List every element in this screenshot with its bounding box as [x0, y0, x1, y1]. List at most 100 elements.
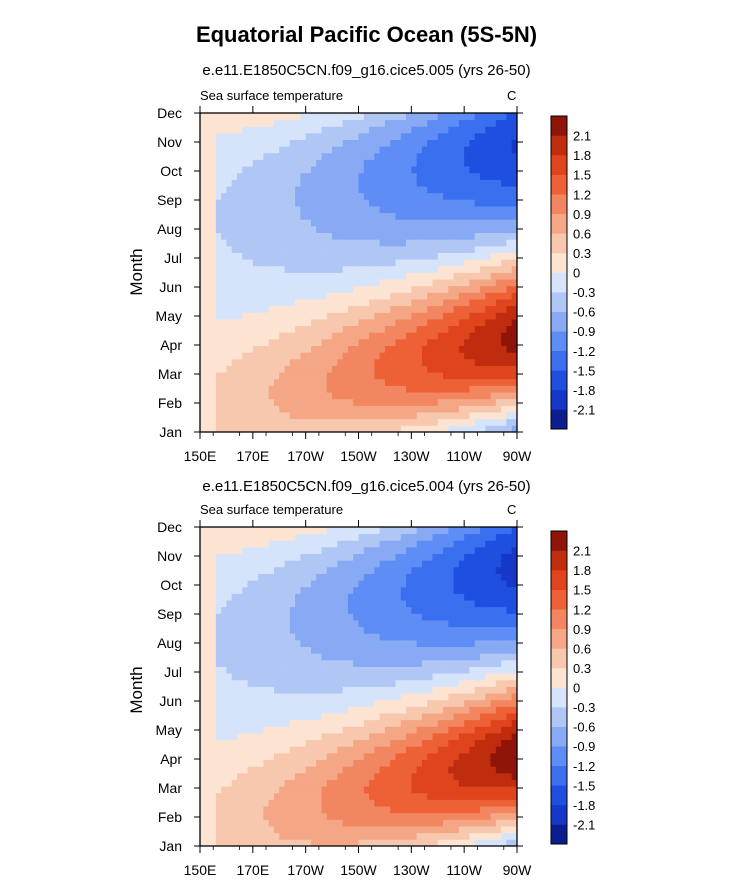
heat-cell: [310, 792, 317, 800]
heat-cell: [432, 292, 439, 300]
heat-cell: [210, 206, 217, 214]
heat-cell: [326, 719, 333, 727]
heat-cell: [342, 139, 349, 147]
heat-cell: [390, 206, 396, 214]
heat-cell: [210, 365, 217, 373]
heat-cell: [453, 132, 460, 140]
heat-cell: [268, 560, 275, 568]
heat-cell: [363, 540, 370, 548]
heat-cell: [353, 245, 359, 253]
heat-cell: [427, 299, 433, 307]
heat-cell: [310, 398, 317, 406]
heat-cell: [384, 752, 391, 761]
heat-cell: [495, 146, 502, 154]
heat-cell: [295, 666, 301, 674]
heat-cell: [363, 372, 370, 380]
heat-cell: [347, 679, 354, 687]
heat-cell: [501, 132, 507, 140]
heat-cell: [300, 527, 307, 535]
heat-cell: [316, 232, 322, 240]
heat-cell: [448, 279, 454, 287]
heat-cell: [236, 152, 243, 160]
heat-cell: [353, 839, 359, 847]
heat-cell: [379, 186, 386, 194]
heat-cell: [411, 285, 418, 293]
heat-cell: [353, 586, 359, 594]
heat-cell: [284, 139, 291, 147]
heat-cell: [353, 405, 359, 413]
heat-cell: [458, 272, 465, 280]
heat-cell: [353, 206, 359, 214]
heat-cell: [342, 812, 349, 820]
heat-cell: [268, 252, 275, 260]
heat-cell: [358, 225, 365, 234]
heat-cell: [242, 799, 248, 807]
heat-cell: [395, 699, 402, 707]
heat-cell: [390, 693, 396, 701]
heat-cell: [326, 405, 333, 413]
heat-cell: [252, 693, 259, 701]
heat-cell: [247, 212, 254, 220]
heat-cell: [268, 352, 275, 360]
heat-cell: [263, 639, 270, 648]
heat-cell: [300, 713, 307, 721]
heat-cell: [437, 312, 444, 320]
heat-cell: [258, 418, 264, 426]
heat-cell: [273, 653, 280, 661]
heat-cell: [210, 385, 217, 393]
heat-cell: [337, 613, 344, 621]
heat-cell: [390, 139, 396, 147]
heat-cell: [242, 733, 248, 741]
heat-cell: [337, 405, 344, 413]
panel-1-heatmap: JanFebMarAprMayJunJulAugSepOctNovDec150E…: [156, 105, 596, 464]
heat-cell: [273, 332, 280, 340]
heat-cell: [263, 113, 270, 121]
heat-cell: [221, 259, 227, 267]
heat-cell: [215, 219, 222, 227]
heat-cell: [437, 292, 444, 300]
heat-cell: [305, 812, 312, 820]
heat-cell: [268, 199, 275, 207]
heat-cell: [321, 779, 328, 787]
heat-cell: [295, 378, 301, 386]
heat-cell: [316, 378, 322, 386]
heat-cell: [242, 713, 248, 721]
heat-cell: [379, 392, 386, 400]
heat-cell: [247, 299, 254, 307]
heat-cell: [464, 272, 470, 280]
heat-cell: [400, 146, 407, 154]
heat-cell: [210, 259, 217, 267]
heat-cell: [358, 639, 365, 648]
heat-cell: [406, 166, 412, 174]
heat-cell: [316, 779, 322, 787]
heat-cell: [353, 352, 359, 360]
heat-cell: [342, 199, 349, 207]
heat-cell: [374, 639, 381, 648]
heat-cell: [501, 126, 507, 134]
heat-cell: [379, 425, 386, 433]
heat-cell: [231, 779, 238, 787]
heat-cell: [337, 713, 344, 721]
heat-cell: [421, 119, 428, 127]
heat-cell: [416, 352, 423, 360]
heat-cell: [210, 332, 217, 340]
heat-cell: [221, 600, 227, 608]
heat-cell: [369, 312, 375, 320]
heat-cell: [490, 232, 497, 240]
heat-cell: [400, 119, 407, 127]
heat-cell: [268, 285, 275, 293]
heat-cell: [458, 299, 465, 307]
heat-cell: [464, 299, 470, 307]
heat-cell: [432, 272, 439, 280]
heat-cell: [421, 338, 428, 347]
heat-cell: [268, 806, 275, 814]
heat-cell: [268, 192, 275, 200]
heat-cell: [400, 405, 407, 413]
heat-cell: [215, 245, 222, 253]
heat-cell: [390, 325, 396, 333]
heat-cell: [395, 766, 402, 774]
heat-cell: [295, 325, 301, 333]
heat-cell: [231, 786, 238, 794]
heat-cell: [332, 405, 338, 413]
heat-cell: [326, 792, 333, 800]
